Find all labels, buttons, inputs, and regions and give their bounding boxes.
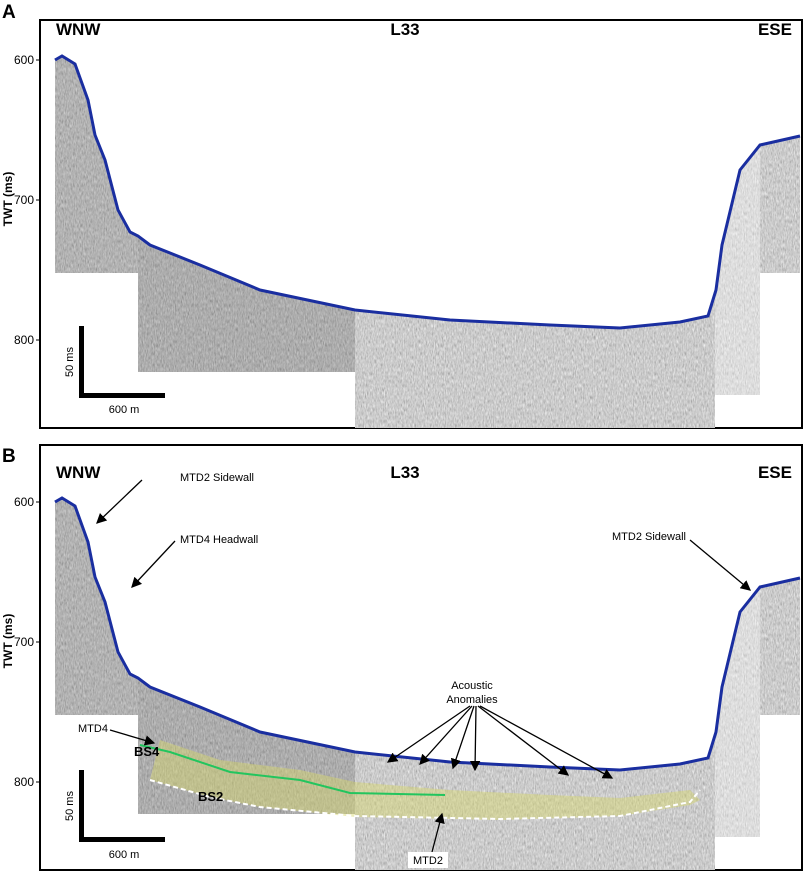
mtd-fill: [150, 740, 700, 820]
direction-left: WNW: [56, 463, 101, 482]
scale-bar: [79, 393, 165, 398]
y-axis-label: TWT (ms): [1, 172, 15, 227]
annotation: MTD4: [78, 723, 108, 735]
y-tick-label: 600: [14, 53, 34, 67]
direction-right: ESE: [758, 463, 792, 482]
scale-distance: 600 m: [109, 404, 140, 416]
bs2-horizon: [149, 779, 701, 821]
seismic-profile: [40, 40, 800, 430]
annotation: BS4: [134, 744, 160, 759]
y-tick-label: 700: [14, 635, 34, 649]
y-tick-label: 700: [14, 193, 34, 207]
y-axis-label: TWT (ms): [1, 614, 15, 669]
label-bg: [408, 852, 448, 868]
annotation: MTD4 Headwall: [180, 534, 258, 546]
panel-b: B WNW L33 ESE TWT (ms) 50 ms 600 m MTD2 …: [1, 444, 803, 872]
scale-bar: [79, 326, 84, 398]
direction-left: WNW: [56, 20, 101, 39]
panel-label: B: [2, 446, 16, 467]
annotation: MTD2 Sidewall: [180, 472, 254, 484]
annotation: Anomalies: [446, 694, 498, 706]
scale-time: 50 ms: [64, 791, 76, 821]
y-tick-label: 800: [14, 333, 34, 347]
annotation: BS2: [198, 789, 223, 804]
scale-distance: 600 m: [109, 849, 140, 861]
annotation: MTD2 Sidewall: [612, 531, 686, 543]
y-tick-label: 600: [14, 495, 34, 509]
bs4-horizon: [139, 744, 446, 796]
scale-bar: [79, 770, 84, 842]
annotation: Acoustic: [451, 680, 493, 692]
annotation: MTD2: [413, 855, 443, 867]
scale-bar: [79, 837, 165, 842]
direction-right: ESE: [758, 20, 792, 39]
y-tick-label: 800: [14, 775, 34, 789]
panel-a: A WNW L33 ESE TWT (ms) 50 ms 600 m: [1, 2, 803, 430]
panel-label: A: [2, 2, 16, 23]
arrows: [96, 479, 751, 853]
line-name: L33: [390, 20, 419, 39]
scale-time: 50 ms: [64, 347, 76, 377]
line-name: L33: [390, 463, 419, 482]
